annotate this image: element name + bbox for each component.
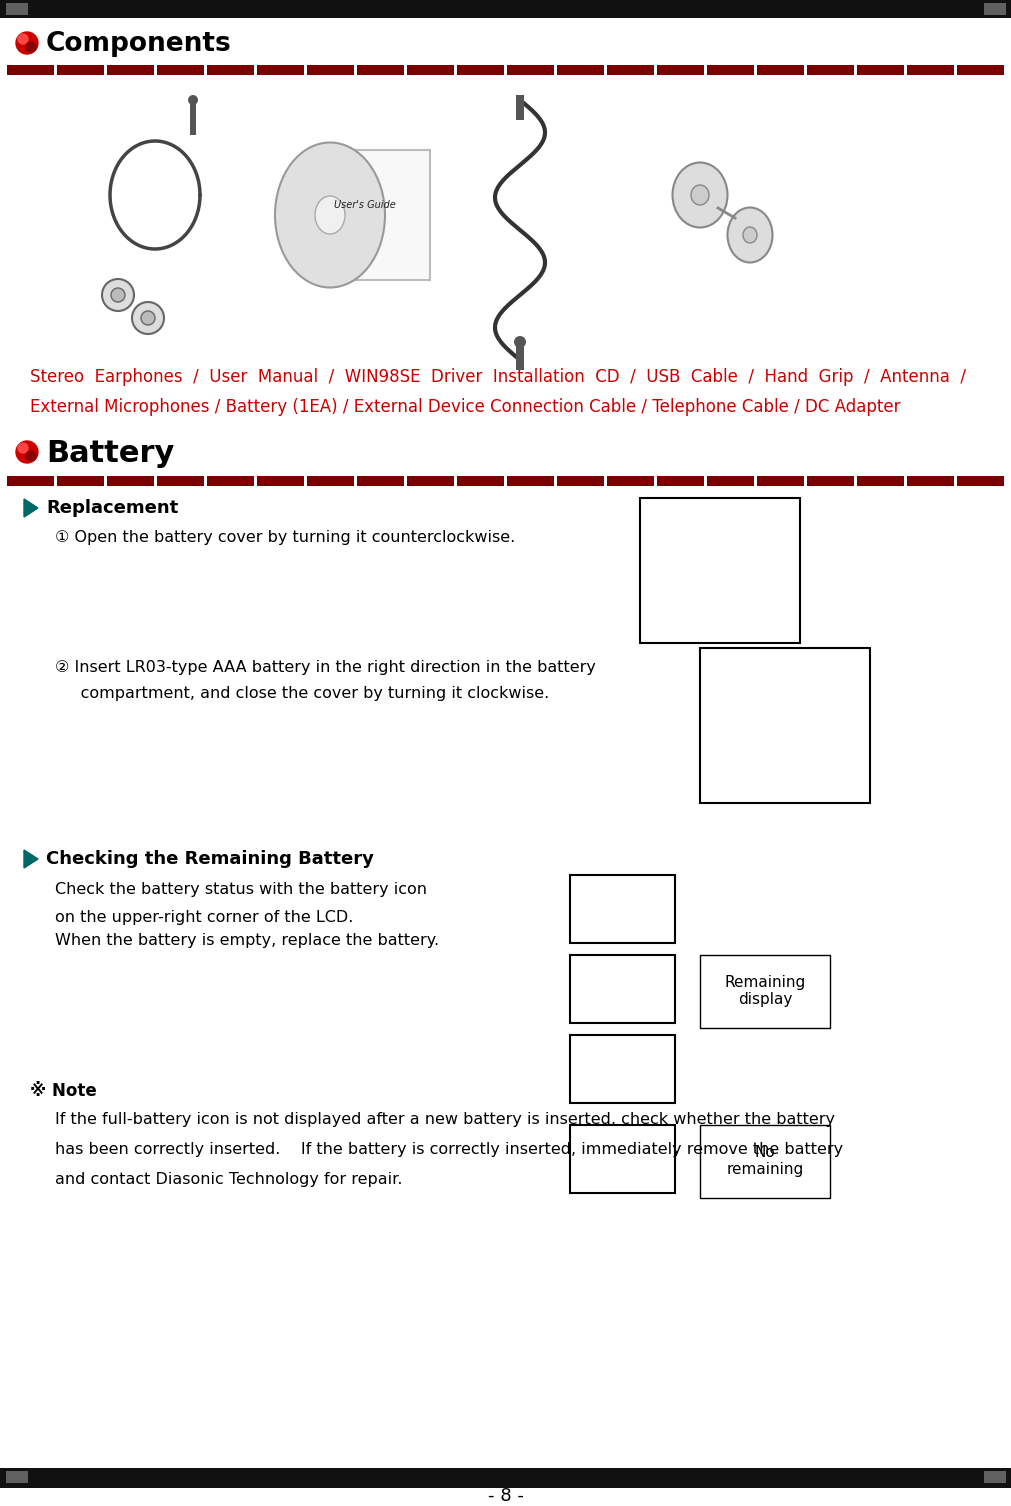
Bar — [707, 65, 753, 75]
Ellipse shape — [742, 227, 756, 242]
Text: compartment, and close the cover by turning it clockwise.: compartment, and close the cover by turn… — [55, 687, 549, 700]
Bar — [639, 498, 800, 643]
Bar — [556, 65, 604, 75]
Bar — [207, 65, 254, 75]
Bar — [457, 476, 503, 486]
Bar — [306, 476, 354, 486]
Bar — [756, 476, 803, 486]
Bar — [856, 476, 903, 486]
Bar — [516, 95, 524, 120]
Bar — [107, 65, 154, 75]
Bar — [190, 99, 196, 136]
Bar — [956, 476, 1003, 486]
Bar — [569, 1035, 674, 1102]
Circle shape — [102, 279, 133, 312]
Text: When the battery is empty, replace the battery.: When the battery is empty, replace the b… — [55, 934, 439, 947]
Bar — [6, 1471, 28, 1483]
Polygon shape — [24, 498, 38, 517]
Circle shape — [26, 450, 36, 461]
Bar — [707, 476, 753, 486]
Text: Stereo  Earphones  /  User  Manual  /  WIN98SE  Driver  Installation  CD  /  USB: Stereo Earphones / User Manual / WIN98SE… — [30, 367, 966, 386]
Text: Battery: Battery — [45, 438, 174, 467]
Bar — [350, 151, 430, 280]
Text: Remaining
display: Remaining display — [724, 974, 805, 1008]
Text: - 8 -: - 8 - — [487, 1486, 524, 1504]
Text: has been correctly inserted.    If the battery is correctly inserted, immediatel: has been correctly inserted. If the batt… — [55, 1142, 842, 1157]
Bar — [607, 65, 653, 75]
Ellipse shape — [727, 208, 771, 262]
Bar — [656, 65, 704, 75]
Bar — [157, 65, 204, 75]
Bar — [257, 476, 303, 486]
Bar — [207, 476, 254, 486]
Circle shape — [141, 312, 155, 325]
Circle shape — [111, 288, 125, 303]
Text: ② Insert LR03-type AAA battery in the right direction in the battery: ② Insert LR03-type AAA battery in the ri… — [55, 660, 595, 675]
Bar — [357, 476, 403, 486]
Bar — [6, 3, 28, 15]
Bar — [756, 65, 803, 75]
Bar — [806, 476, 853, 486]
Bar — [507, 476, 553, 486]
Circle shape — [26, 42, 36, 53]
Bar — [357, 65, 403, 75]
Text: Checking the Remaining Battery: Checking the Remaining Battery — [45, 849, 373, 867]
Bar — [7, 476, 54, 486]
Bar — [306, 65, 354, 75]
Bar — [700, 648, 869, 803]
Bar — [983, 3, 1005, 15]
Text: ※ Note: ※ Note — [30, 1081, 97, 1099]
Bar — [507, 65, 553, 75]
Bar — [57, 65, 104, 75]
Bar — [700, 1125, 829, 1197]
Ellipse shape — [691, 185, 709, 205]
Ellipse shape — [314, 196, 345, 233]
Bar — [7, 65, 54, 75]
Bar — [983, 1471, 1005, 1483]
Bar — [57, 476, 104, 486]
Bar — [516, 340, 524, 370]
Bar — [457, 65, 503, 75]
Text: Components: Components — [45, 32, 232, 57]
Bar — [0, 0, 1011, 18]
Bar — [906, 476, 953, 486]
Circle shape — [18, 35, 28, 44]
Text: ① Open the battery cover by turning it counterclockwise.: ① Open the battery cover by turning it c… — [55, 530, 515, 545]
Text: If the full-battery icon is not displayed after a new battery is inserted, check: If the full-battery icon is not displaye… — [55, 1111, 834, 1126]
Bar — [700, 955, 829, 1029]
Bar — [569, 875, 674, 943]
Bar — [569, 1125, 674, 1193]
Text: Replacement: Replacement — [45, 498, 178, 517]
Bar — [257, 65, 303, 75]
Bar — [956, 65, 1003, 75]
Bar — [157, 476, 204, 486]
Polygon shape — [24, 849, 38, 867]
Circle shape — [131, 303, 164, 334]
Ellipse shape — [672, 163, 727, 227]
Circle shape — [18, 443, 28, 453]
Bar — [406, 476, 454, 486]
Bar — [656, 476, 704, 486]
Text: Check the battery status with the battery icon: Check the battery status with the batter… — [55, 883, 427, 898]
Text: on the upper-right corner of the LCD.: on the upper-right corner of the LCD. — [55, 910, 353, 925]
Ellipse shape — [275, 143, 384, 288]
Bar — [856, 65, 903, 75]
Circle shape — [16, 32, 38, 54]
Bar — [607, 476, 653, 486]
Bar — [806, 65, 853, 75]
Bar — [556, 476, 604, 486]
Bar — [906, 65, 953, 75]
Bar — [107, 476, 154, 486]
Circle shape — [188, 95, 198, 105]
Text: and contact Diasonic Technology for repair.: and contact Diasonic Technology for repa… — [55, 1172, 402, 1187]
Bar — [569, 955, 674, 1023]
Circle shape — [514, 336, 526, 348]
Bar — [406, 65, 454, 75]
Text: External Microphones / Battery (1EA) / External Device Connection Cable / Teleph: External Microphones / Battery (1EA) / E… — [30, 398, 900, 416]
Text: No
remaining: No remaining — [726, 1145, 803, 1178]
Circle shape — [16, 441, 38, 462]
Bar — [0, 1468, 1011, 1488]
Text: User's Guide: User's Guide — [334, 200, 395, 209]
